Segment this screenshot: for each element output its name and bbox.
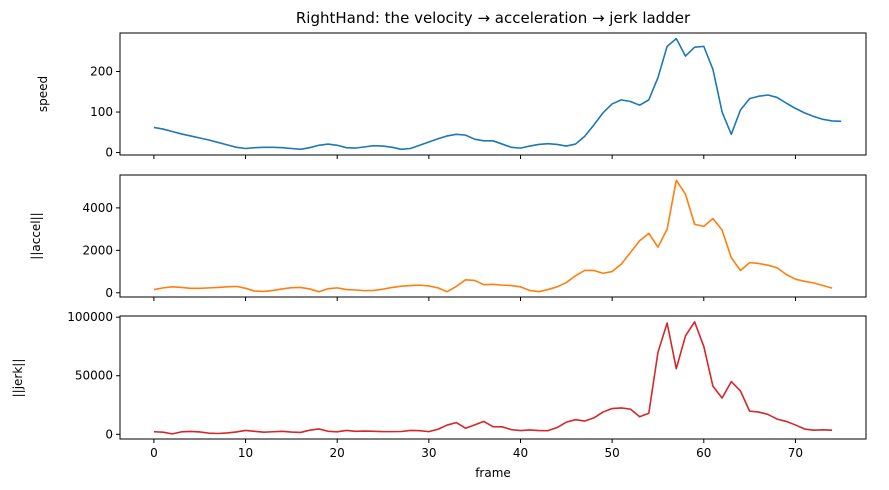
panel-speed: 0 100 200 speed: [36, 32, 867, 160]
xtick-label: 40: [513, 446, 528, 460]
ytick-label-jerk: 100000: [67, 310, 113, 324]
panel-speed-frame: [119, 32, 867, 156]
series-line-jerk: [153, 321, 833, 435]
series-line-accel: [153, 179, 833, 293]
series-line-speed: [153, 37, 842, 151]
panel-accel: 0 2000 4000 ||accel||: [29, 174, 867, 301]
xtick-label: 30: [421, 446, 436, 460]
ytick-label-accel: 4000: [82, 201, 113, 215]
xlabel: frame: [475, 466, 511, 480]
ytick-label-speed: 0: [105, 146, 113, 160]
ytick-label-jerk: 50000: [75, 369, 113, 383]
ylabel-speed: speed: [36, 76, 50, 112]
ytick-label-accel: 0: [105, 286, 113, 300]
chart-title: RightHand: the velocity → acceleration →…: [296, 9, 691, 27]
xtick-label: 50: [604, 446, 619, 460]
ylabel-accel: ||accel||: [29, 212, 43, 259]
ytick-label-jerk: 0: [105, 427, 113, 441]
xtick-label: 60: [696, 446, 711, 460]
ytick-label-speed: 100: [90, 105, 113, 119]
panel-accel-frame: [119, 174, 867, 298]
xtick-label: 10: [238, 446, 253, 460]
ytick-label-speed: 200: [90, 65, 113, 79]
xtick-label: 70: [788, 446, 803, 460]
xtick-label: 20: [330, 446, 345, 460]
xtick-label: 0: [150, 446, 158, 460]
panel-jerk: 0 50000 100000 0 10 20 30 40 50 60 70 ||jerk||: [11, 310, 867, 460]
panel-jerk-frame: [119, 315, 867, 440]
ylabel-jerk: ||jerk||: [11, 359, 25, 398]
ytick-label-accel: 2000: [82, 243, 113, 257]
